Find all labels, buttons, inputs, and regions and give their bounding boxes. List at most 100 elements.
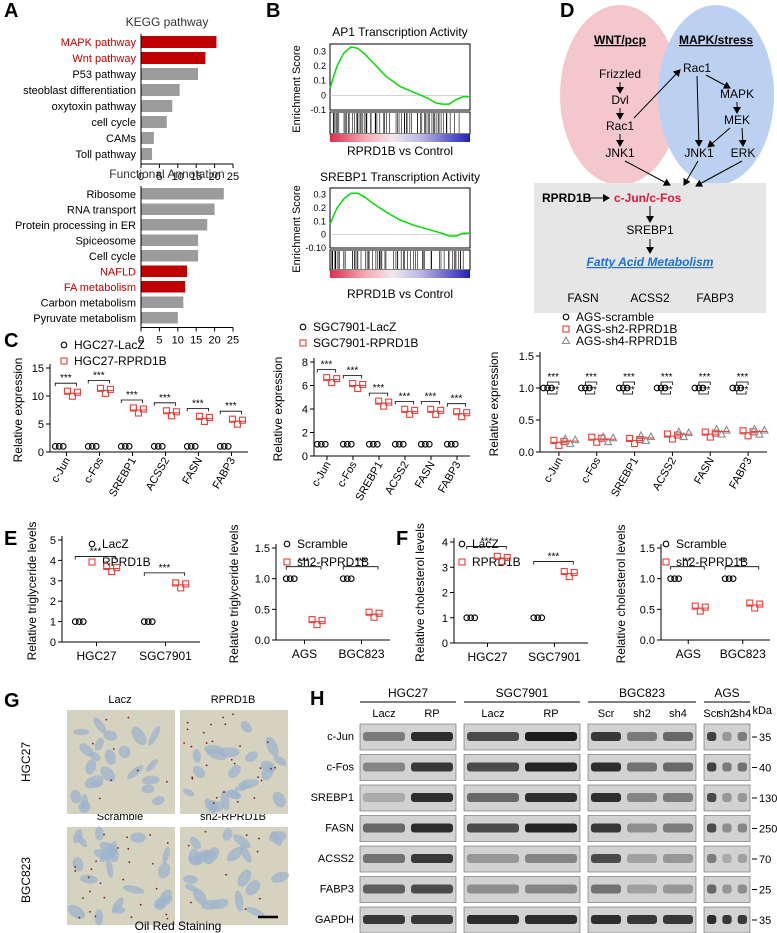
category-label: FA metabolism xyxy=(64,282,136,294)
y-tick-label: 0 xyxy=(50,637,56,649)
sig-label: *** xyxy=(585,385,597,396)
panel-label-d: D xyxy=(560,0,575,22)
blot-band xyxy=(663,732,693,741)
y-tick-label: 10 xyxy=(32,391,44,403)
cell xyxy=(162,846,170,864)
point-SGC7901-LacZ xyxy=(365,440,373,448)
cell xyxy=(245,880,261,896)
point-AGS-sh2-RPRD1B xyxy=(550,436,558,444)
point-HGC27-RPRD1B xyxy=(106,385,114,393)
y-tick-label: 0 xyxy=(442,638,448,650)
point-AGS-sh4-RPRD1B xyxy=(646,431,656,440)
y-tick-label: 1 xyxy=(442,613,448,625)
category-label: oxytoxin pathway xyxy=(52,101,137,113)
legend-marker xyxy=(299,339,307,347)
legend-item: sh2-RPRD1B xyxy=(662,555,748,569)
point-SGC7901-RPRD1B xyxy=(453,408,461,416)
point-RPRD1B xyxy=(570,569,578,577)
category-label: P53 pathway xyxy=(72,69,136,81)
point-sh2-RPRD1B xyxy=(701,603,709,611)
point-AGS-sh4-RPRD1B xyxy=(717,429,727,438)
legend-item: LacZ xyxy=(458,537,499,551)
sig-label: *** xyxy=(159,393,171,404)
x-tick-label: c-Fos xyxy=(82,455,106,485)
blot-band xyxy=(525,915,577,924)
blot-band xyxy=(525,823,577,833)
bar-cell-cycle xyxy=(141,116,167,128)
blot-band xyxy=(411,823,453,833)
B-srebp1-chart: SREBP1 Transcription Activity 0.3 0.2 0.1 0 -… xyxy=(291,170,480,301)
y-tick-label: 0 xyxy=(321,90,326,100)
y-tick-label: 4 xyxy=(50,555,56,567)
sig-bracket xyxy=(670,566,705,570)
point-RPRD1B xyxy=(560,568,568,576)
lipid-droplet xyxy=(166,842,169,844)
cell xyxy=(273,755,287,766)
point-RPRD1B xyxy=(113,564,121,572)
legend-marker xyxy=(283,540,291,548)
category-label: Spiceosome xyxy=(75,235,136,247)
lipid-droplet xyxy=(205,764,208,767)
point-sh2-RPRD1B xyxy=(365,608,373,616)
cell xyxy=(240,721,252,733)
blot-band xyxy=(467,793,519,802)
legend-label: SGC7901-RPRD1B xyxy=(313,336,418,350)
point-AGS-sh2-RPRD1B xyxy=(701,428,709,436)
bar-nafld xyxy=(141,265,187,277)
point-HGC27-LacZ xyxy=(154,443,162,450)
point-sh2-RPRD1B xyxy=(308,616,316,624)
blot-strip xyxy=(463,876,581,903)
point-AGS-scramble xyxy=(691,384,699,392)
lipid-droplet xyxy=(82,897,84,900)
blot-band xyxy=(411,793,453,802)
cell xyxy=(100,766,116,782)
point-SGC7901-LacZ xyxy=(321,440,329,448)
lipid-droplet xyxy=(151,862,154,865)
rank-gradient xyxy=(330,134,470,142)
wnt-pcp-title: WNT/pcp xyxy=(594,33,646,47)
point-HGC27-LacZ xyxy=(59,443,67,450)
bar-ribosome xyxy=(141,188,224,200)
cell xyxy=(85,759,97,775)
legend-marker xyxy=(88,558,96,566)
point-Scramble xyxy=(675,575,682,583)
point-SGC7901-LacZ xyxy=(339,440,347,448)
point-AGS-sh4-RPRD1B xyxy=(608,433,618,442)
cell xyxy=(145,759,159,772)
cell xyxy=(99,843,114,863)
y-tick-label: 2 xyxy=(302,428,308,440)
y-tick-label: 0.2 xyxy=(313,61,326,71)
blot-band xyxy=(591,884,621,894)
blot-band xyxy=(737,915,747,924)
category-label: Carbon metabolism xyxy=(41,297,136,309)
y-tick-label: 8 xyxy=(302,357,308,369)
x-tick-label: 0 xyxy=(138,335,144,347)
blot-band xyxy=(591,823,621,833)
point-SGC7901-RPRD1B xyxy=(411,406,419,414)
lipid-droplet xyxy=(105,718,108,721)
y-tick-label: -0.1 xyxy=(310,105,326,115)
lipid-droplet xyxy=(165,913,168,916)
sig-label: *** xyxy=(399,391,411,402)
point-SGC7901-LacZ xyxy=(369,440,377,448)
legend-label: AGS-sh2-RPRD1B xyxy=(576,322,677,336)
sig-bracket xyxy=(74,556,117,560)
y-tick-label: 0 xyxy=(302,451,308,463)
sig-label: *** xyxy=(225,401,237,412)
node-mek: MEK xyxy=(724,113,750,127)
x-tick-label: 25 xyxy=(227,171,239,183)
category-label: Ribosome xyxy=(86,189,136,201)
bar-wnt-pathway xyxy=(141,52,206,64)
sig-label: *** xyxy=(585,372,597,383)
point-RPRD1B xyxy=(103,563,111,571)
x-tick-label: 0 xyxy=(138,171,144,183)
marker-label: 35 xyxy=(759,915,771,927)
sig-bracket xyxy=(547,391,558,395)
sig-label: *** xyxy=(547,385,559,396)
y-axis-label: Enrichment Score xyxy=(291,45,303,132)
point-AGS-scramble xyxy=(615,384,623,392)
blot-band xyxy=(467,915,519,924)
lipid-droplet xyxy=(204,830,207,833)
y-tick-label: 15 xyxy=(32,363,44,375)
lipid-droplet xyxy=(224,723,227,726)
